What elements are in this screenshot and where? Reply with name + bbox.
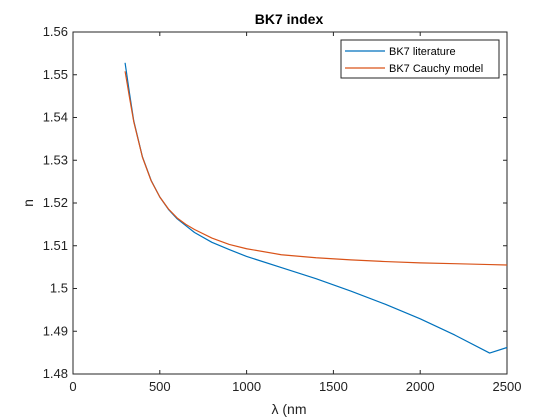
- x-tick-label: 500: [149, 379, 171, 394]
- legend-box: [340, 39, 500, 79]
- x-tick-label: 1500: [319, 379, 348, 394]
- y-axis: 1.48 1.49 1.5 1.51 1.52 1.53 1.54 1.55 1.56: [43, 24, 507, 381]
- y-tick-label: 1.56: [43, 24, 68, 39]
- y-tick-label: 1.51: [43, 238, 68, 253]
- legend: BK7 literature BK7 Cauchy model: [340, 39, 500, 79]
- y-tick-label: 1.53: [43, 152, 68, 167]
- x-tick-label: 1000: [232, 379, 261, 394]
- x-axis-label: λ (nm: [272, 401, 307, 417]
- y-tick-label: 1.5: [50, 281, 68, 296]
- axes-box: [72, 31, 508, 375]
- y-tick-label: 1.52: [43, 195, 68, 210]
- y-tick-label: 1.49: [43, 323, 68, 338]
- x-tick-label: 0: [69, 379, 76, 394]
- x-axis: 0 500 1000 1500 2000 2500: [69, 32, 521, 394]
- y-tick-label: 1.54: [43, 110, 68, 125]
- x-tick-label: 2000: [406, 379, 435, 394]
- legend-label-bk7-cauchy-model: BK7 Cauchy model: [389, 63, 483, 75]
- series-line-bk7-cauchy-model: [124, 71, 508, 266]
- legend-label-bk7-literature: BK7 literature: [389, 46, 456, 58]
- y-axis-label: n: [20, 199, 36, 207]
- y-tick-label: 1.55: [43, 67, 68, 82]
- x-tick-label: 2500: [493, 379, 522, 394]
- y-tick-label: 1.48: [43, 366, 68, 381]
- plot-area: [72, 31, 508, 375]
- series-layer: [124, 62, 508, 354]
- chart-title: BK7 index: [255, 11, 324, 27]
